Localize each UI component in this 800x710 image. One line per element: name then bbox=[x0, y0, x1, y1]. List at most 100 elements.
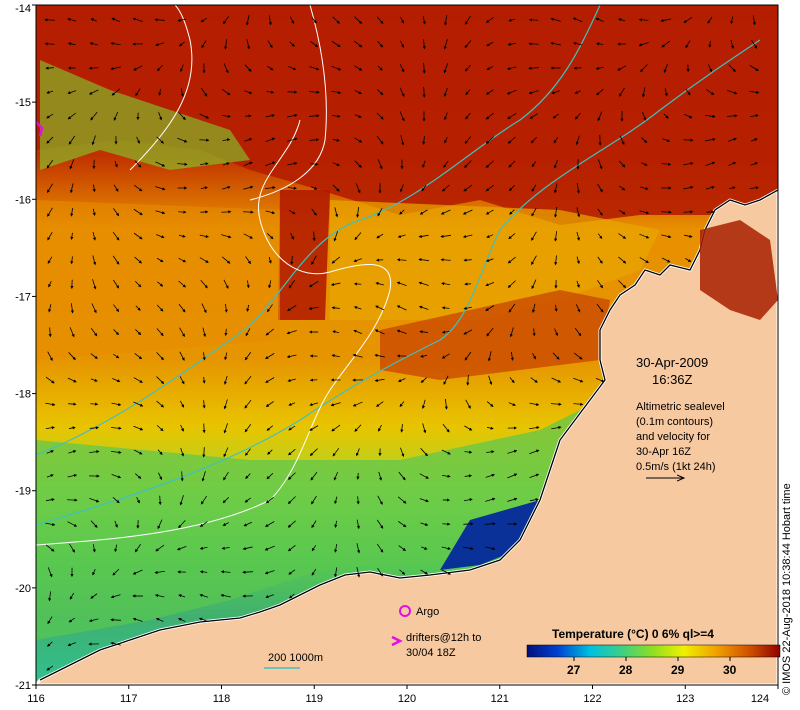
velocity-arrow-icon bbox=[180, 447, 185, 457]
velocity-arrow-icon bbox=[45, 498, 55, 502]
velocity-arrow-icon bbox=[486, 327, 494, 337]
y-tick-label: -21 bbox=[15, 680, 31, 692]
velocity-arrow-icon bbox=[554, 304, 558, 312]
velocity-arrow-icon bbox=[309, 378, 318, 382]
velocity-arrow-icon bbox=[132, 617, 143, 622]
velocity-arrow-icon bbox=[465, 112, 471, 120]
velocity-arrow-icon bbox=[246, 39, 251, 50]
velocity-arrow-icon bbox=[684, 234, 693, 238]
velocity-arrow-icon bbox=[134, 280, 142, 288]
velocity-arrow-icon bbox=[224, 352, 228, 361]
velocity-arrow-icon bbox=[443, 63, 448, 74]
velocity-arrow-icon bbox=[376, 89, 384, 96]
velocity-arrow-icon bbox=[375, 258, 384, 262]
velocity-arrow-icon bbox=[507, 256, 516, 264]
velocity-arrow-icon bbox=[111, 450, 122, 454]
velocity-arrow-icon bbox=[507, 42, 516, 46]
velocity-arrow-icon bbox=[111, 88, 121, 96]
velocity-arrow-icon bbox=[265, 114, 275, 118]
velocity-arrow-icon bbox=[595, 66, 604, 70]
velocity-arrow-icon bbox=[485, 17, 494, 23]
velocity-arrow-icon bbox=[422, 423, 427, 434]
velocity-arrow-icon bbox=[287, 544, 296, 552]
velocity-arrow-icon bbox=[202, 376, 206, 384]
velocity-arrow-icon bbox=[47, 567, 53, 578]
plot-area bbox=[36, 5, 778, 685]
drifter-track bbox=[36, 120, 44, 137]
velocity-arrow-icon bbox=[485, 258, 494, 262]
velocity-arrow-icon bbox=[531, 279, 537, 290]
velocity-arrow-icon bbox=[331, 90, 342, 95]
velocity-arrow-icon bbox=[641, 137, 648, 143]
velocity-arrow-icon bbox=[309, 425, 319, 431]
velocity-arrow-icon bbox=[46, 90, 54, 94]
x-tick-label: 118 bbox=[213, 693, 231, 705]
velocity-arrow-icon bbox=[441, 282, 451, 286]
velocity-arrow-icon bbox=[332, 162, 341, 166]
velocity-arrow-icon bbox=[112, 378, 121, 383]
colorbar-tick-27: 27 bbox=[567, 663, 581, 677]
velocity-arrow-icon bbox=[46, 136, 54, 144]
velocity-arrow-icon bbox=[70, 232, 74, 240]
colorbar-title: Temperature (°C) 0 6% ql>=4 bbox=[552, 627, 714, 641]
sst-hot-southeast bbox=[380, 290, 610, 380]
velocity-arrow-icon bbox=[310, 162, 319, 166]
velocity-arrow-icon bbox=[134, 160, 142, 168]
bathymetry-200m bbox=[36, 5, 601, 456]
velocity-arrow-icon bbox=[202, 352, 206, 361]
velocity-arrow-icon bbox=[221, 210, 232, 214]
velocity-arrow-icon bbox=[309, 114, 320, 118]
velocity-arrow-icon bbox=[376, 135, 384, 145]
velocity-arrow-icon bbox=[70, 303, 74, 314]
velocity-arrow-icon bbox=[463, 546, 474, 551]
velocity-arrow-icon bbox=[661, 257, 671, 263]
velocity-arrow-icon bbox=[638, 42, 649, 47]
velocity-arrow-icon bbox=[418, 234, 429, 238]
velocity-arrow-icon bbox=[464, 15, 471, 25]
velocity-arrow-icon bbox=[288, 402, 296, 406]
velocity-arrow-icon bbox=[220, 570, 231, 574]
velocity-arrow-icon bbox=[443, 160, 449, 168]
velocity-arrow-icon bbox=[683, 185, 694, 190]
velocity-arrow-icon bbox=[136, 136, 140, 144]
velocity-arrow-icon bbox=[400, 40, 404, 48]
velocity-arrow-icon bbox=[289, 41, 295, 47]
velocity-arrow-icon bbox=[179, 376, 185, 385]
velocity-arrow-icon bbox=[398, 471, 406, 481]
velocity-arrow-icon bbox=[640, 162, 648, 166]
velocity-arrow-icon bbox=[223, 375, 228, 385]
velocity-arrow-icon bbox=[376, 16, 384, 25]
velocity-arrow-icon bbox=[420, 377, 427, 383]
velocity-arrow-icon bbox=[154, 593, 165, 598]
velocity-arrow-icon bbox=[551, 377, 562, 383]
velocity-arrow-icon bbox=[242, 570, 254, 574]
velocity-arrow-icon bbox=[266, 90, 275, 94]
velocity-arrow-icon bbox=[158, 112, 163, 121]
velocity-arrow-icon bbox=[663, 113, 669, 119]
velocity-arrow-icon bbox=[309, 138, 320, 142]
velocity-arrow-icon bbox=[112, 568, 120, 576]
velocity-arrow-icon bbox=[288, 569, 296, 575]
velocity-arrow-icon bbox=[618, 280, 627, 289]
velocity-arrow-icon bbox=[265, 161, 276, 167]
velocity-arrow-icon bbox=[334, 543, 338, 553]
velocity-arrow-icon bbox=[662, 138, 671, 142]
velocity-arrow-icon bbox=[113, 353, 120, 359]
velocity-arrow-icon bbox=[422, 63, 426, 74]
argo-float-icon bbox=[399, 605, 411, 617]
velocity-arrow-icon bbox=[486, 450, 495, 454]
velocity-arrow-icon bbox=[202, 400, 206, 409]
velocity-arrow-icon bbox=[375, 305, 385, 311]
velocity-arrow-icon bbox=[68, 352, 76, 361]
velocity-arrow-icon bbox=[45, 66, 54, 70]
velocity-arrow-icon bbox=[554, 255, 558, 266]
velocity-arrow-icon bbox=[418, 305, 429, 310]
velocity-arrow-icon bbox=[179, 495, 184, 506]
velocity-arrow-icon bbox=[287, 186, 297, 190]
velocity-arrow-icon bbox=[70, 256, 74, 265]
y-axis: -14 -15 -16 -17 -18 -19 -20 -21 bbox=[15, 3, 36, 692]
velocity-arrow-icon bbox=[289, 593, 295, 599]
x-tick-label: 121 bbox=[491, 693, 509, 705]
velocity-arrow-icon bbox=[377, 495, 383, 505]
velocity-arrow-icon bbox=[89, 450, 100, 454]
